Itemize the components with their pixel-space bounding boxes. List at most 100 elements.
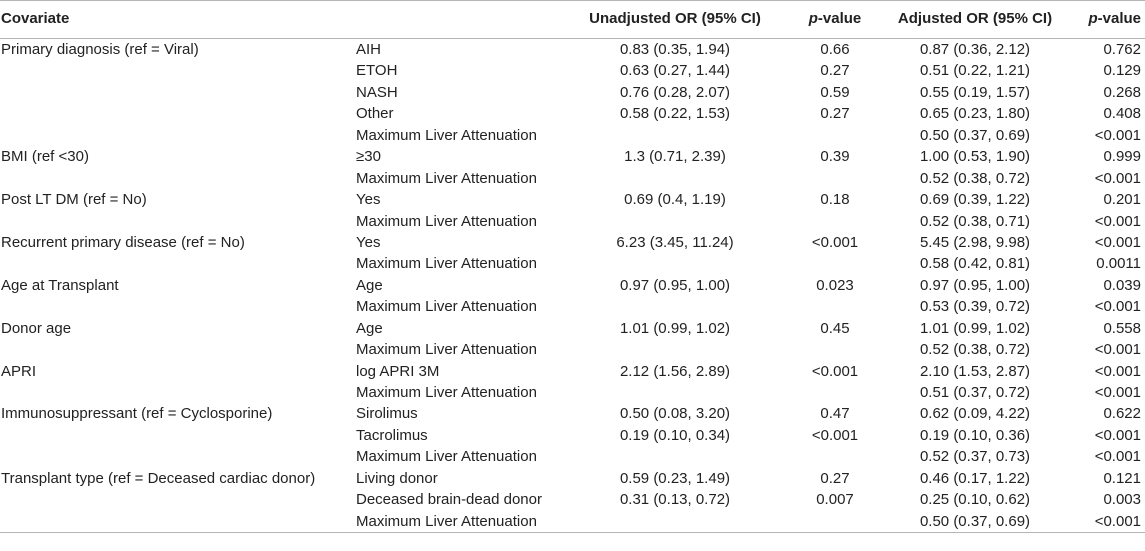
row-level: Living donor (356, 469, 438, 487)
header-p-italic: p (808, 10, 818, 27)
table-row: Tacrolimus 0.19 (0.10, 0.34) <0.001 0.19 (0… (0, 425, 1145, 446)
row-level: Deceased brain-dead donor (356, 491, 542, 509)
row-level: ≥30 (356, 148, 381, 166)
header-unadjusted-or: Unadjusted OR (95% CI) (589, 10, 761, 27)
row-adjusted-or: 0.69 (0.39, 1.22) (919, 191, 1031, 209)
row-covariate: Primary diagnosis (ref = Viral) (1, 41, 199, 58)
table-row: Maximum Liver Attenuation 0.51 (0.37, 0.7… (0, 382, 1145, 403)
row-level: ETOH (356, 62, 398, 80)
row-adjusted-or: 0.50 (0.37, 0.69) (919, 126, 1031, 144)
row-unadjusted-or: 6.23 (3.45, 11.24) (616, 233, 734, 251)
row-unadjusted-or: 0.31 (0.13, 0.72) (619, 491, 731, 509)
row-p-value-adjusted: 0.408 (1103, 105, 1141, 123)
table-row: Primary diagnosis (ref = Viral) AIH 0.83 (… (0, 39, 1145, 60)
row-unadjusted-or: 0.50 (0.08, 3.20) (619, 405, 731, 423)
table-row: Maximum Liver Attenuation 0.53 (0.39, 0.7… (0, 296, 1145, 317)
row-p-value: 0.45 (820, 319, 850, 337)
row-p-value-adjusted: 0.999 (1103, 148, 1141, 166)
table-row: Maximum Liver Attenuation 0.52 (0.38, 0.7… (0, 168, 1145, 189)
row-level: Other (356, 105, 394, 123)
row-covariate: Recurrent primary disease (ref = No) (1, 233, 245, 251)
table-row: BMI (ref <30) ≥30 1.3 (0.71, 2.39) 0.39 1.00… (0, 146, 1145, 167)
row-p-value: 0.27 (820, 62, 850, 80)
row-p-value-adjusted: <0.001 (1094, 384, 1141, 401)
row-p-value-adjusted: 0.268 (1103, 83, 1141, 101)
row-adjusted-or: 0.55 (0.19, 1.57) (919, 83, 1031, 101)
header-p-value: p-value (780, 10, 890, 27)
row-unadjusted-or: 0.58 (0.22, 1.53) (619, 105, 731, 123)
row-p-value: 0.39 (820, 148, 850, 166)
row-p-value-adjusted: 0.121 (1103, 469, 1141, 487)
row-adjusted-or: 0.97 (0.95, 1.00) (919, 276, 1031, 294)
row-adjusted-or: 0.51 (0.37, 0.72) (919, 384, 1031, 401)
table-body: Primary diagnosis (ref = Viral) AIH 0.83 (… (0, 39, 1145, 534)
row-adjusted-or: 0.52 (0.38, 0.72) (919, 341, 1031, 359)
row-adjusted-or: 2.10 (1.53, 2.87) (919, 362, 1031, 380)
row-p-value: 0.47 (820, 405, 850, 423)
results-table: Covariate Unadjusted OR (95% CI) p-value… (0, 0, 1145, 534)
header-adjusted-or: Adjusted OR (95% CI) (897, 10, 1053, 27)
row-unadjusted-or: 0.59 (0.23, 1.49) (619, 469, 731, 487)
row-unadjusted-or: 2.12 (1.56, 2.89) (619, 362, 731, 380)
row-unadjusted-or: 0.19 (0.10, 0.34) (619, 426, 731, 444)
table-row: Maximum Liver Attenuation 0.50 (0.37, 0.6… (0, 125, 1145, 146)
row-level: Age (356, 319, 383, 337)
table-row: Transplant type (ref = Deceased cardiac … (0, 468, 1145, 489)
table-row: Maximum Liver Attenuation 0.58 (0.42, 0.8… (0, 253, 1145, 274)
row-level: Tacrolimus (356, 426, 428, 444)
row-adjusted-or: 0.51 (0.22, 1.21) (919, 62, 1031, 80)
row-p-value-adjusted: 0.762 (1103, 41, 1141, 58)
table-row: Deceased brain-dead donor 0.31 (0.13, 0.7… (0, 489, 1145, 510)
row-level: Maximum Liver Attenuation (356, 255, 537, 273)
row-p-value-adjusted: <0.001 (1094, 426, 1141, 444)
row-unadjusted-or: 0.69 (0.4, 1.19) (624, 191, 726, 209)
row-adjusted-or: 0.52 (0.38, 0.72) (919, 169, 1031, 187)
header-covariate: Covariate (1, 10, 70, 27)
table-row: Maximum Liver Attenuation 0.52 (0.38, 0.7… (0, 339, 1145, 360)
row-p-value-adjusted: <0.001 (1094, 448, 1141, 466)
row-adjusted-or: 0.19 (0.10, 0.36) (919, 426, 1031, 444)
row-level: Age (356, 276, 383, 294)
row-p-value-adjusted: 0.558 (1103, 319, 1141, 337)
row-level: Maximum Liver Attenuation (356, 169, 537, 187)
row-unadjusted-or: 0.63 (0.27, 1.44) (619, 62, 731, 80)
table-row: Age at Transplant Age 0.97 (0.95, 1.00) 0.0… (0, 275, 1145, 296)
row-level: Sirolimus (356, 405, 418, 423)
row-p-value-adjusted: <0.001 (1094, 212, 1141, 230)
row-p-value-adjusted: <0.001 (1094, 298, 1141, 316)
table-row: Post LT DM (ref = No) Yes 0.69 (0.4, 1.19)… (0, 189, 1145, 210)
header-p-rest: -value (817, 10, 862, 27)
row-covariate: APRI (1, 362, 37, 380)
row-adjusted-or: 5.45 (2.98, 9.98) (919, 233, 1031, 251)
row-covariate: Age at Transplant (1, 276, 119, 294)
row-adjusted-or: 0.87 (0.36, 2.12) (919, 41, 1031, 58)
row-covariate: Donor age (1, 319, 72, 337)
table-row: Other 0.58 (0.22, 1.53) 0.27 0.65 (0.23, 1.… (0, 103, 1145, 124)
row-p-value-adjusted: 0.039 (1103, 276, 1141, 294)
row-p-value: 0.27 (820, 105, 850, 123)
row-level: Yes (356, 233, 381, 251)
row-p-value-adjusted: <0.001 (1094, 126, 1141, 144)
row-adjusted-or: 0.58 (0.42, 0.81) (919, 255, 1031, 273)
table-row: Immunosuppressant (ref = Cyclosporine) Si… (0, 403, 1145, 424)
table-row: Recurrent primary disease (ref = No) Yes 6… (0, 232, 1145, 253)
row-covariate: BMI (ref <30) (1, 148, 89, 166)
row-adjusted-or: 0.46 (0.17, 1.22) (919, 469, 1031, 487)
table-row: APRI log APRI 3M 2.12 (1.56, 2.89) <0.001 2.… (0, 361, 1145, 382)
row-level: Maximum Liver Attenuation (356, 341, 537, 359)
table-row: NASH 0.76 (0.28, 2.07) 0.59 0.55 (0.19, 1.5… (0, 82, 1145, 103)
row-level: Yes (356, 191, 381, 209)
row-level: Maximum Liver Attenuation (356, 298, 537, 316)
row-unadjusted-or: 0.97 (0.95, 1.00) (619, 276, 731, 294)
header-p2-italic: p (1088, 10, 1098, 27)
row-adjusted-or: 0.25 (0.10, 0.62) (919, 491, 1031, 509)
table-row: ETOH 0.63 (0.27, 1.44) 0.27 0.51 (0.22, 1.2… (0, 60, 1145, 81)
row-p-value: 0.66 (820, 41, 850, 58)
row-p-value: 0.59 (820, 83, 850, 101)
row-adjusted-or: 0.52 (0.37, 0.73) (919, 448, 1031, 466)
row-p-value-adjusted: 0.201 (1103, 191, 1141, 209)
row-level: log APRI 3M (356, 362, 440, 380)
row-level: NASH (356, 83, 398, 101)
row-p-value-adjusted: <0.001 (1094, 362, 1141, 380)
header-p-value-adjusted: p-value (1080, 10, 1141, 27)
